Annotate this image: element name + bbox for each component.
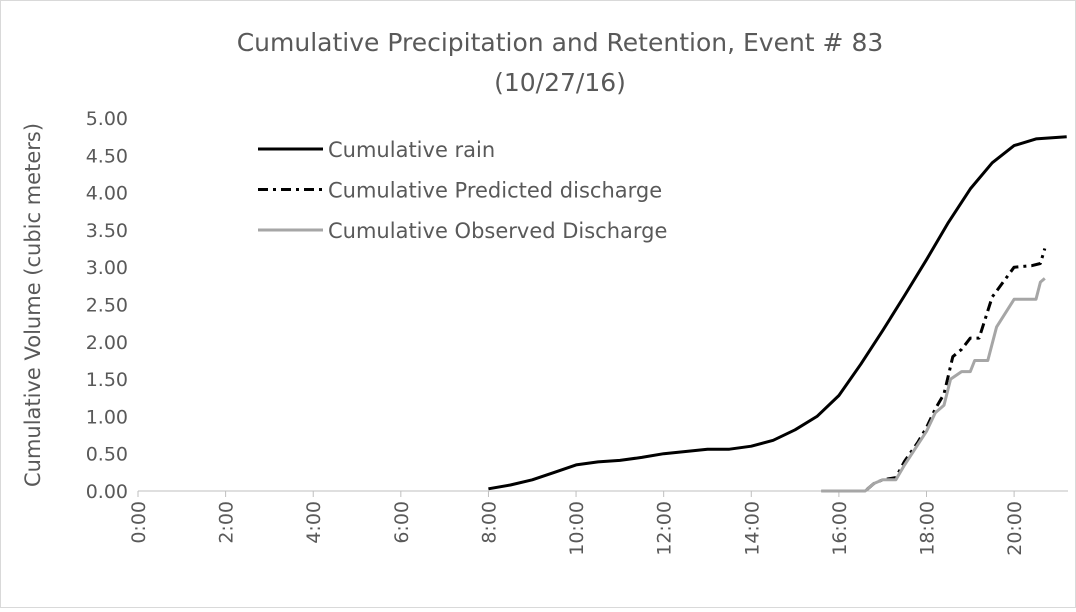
legend-label: Cumulative Predicted discharge <box>328 179 662 203</box>
x-tick-label: 14:00 <box>741 501 763 556</box>
y-tick-label: 2.00 <box>86 332 128 354</box>
x-tick-label: 4:00 <box>303 501 325 544</box>
chart-title: Cumulative Precipitation and Retention, … <box>237 28 884 57</box>
x-tick-label: 0:00 <box>128 501 150 544</box>
y-tick-label: 2.50 <box>86 295 128 317</box>
y-tick-label: 3.00 <box>86 257 128 279</box>
y-tick-label: 4.00 <box>86 183 128 205</box>
series-line <box>488 135 1067 491</box>
x-tick-label: 18:00 <box>917 501 939 556</box>
y-tick-label: 0.00 <box>86 481 128 503</box>
x-tick-label: 16:00 <box>829 501 851 556</box>
legend-label: Cumulative Observed Discharge <box>328 219 667 243</box>
y-tick-label: 3.50 <box>86 220 128 242</box>
x-tick-label: 12:00 <box>654 501 676 556</box>
x-tick-label: 8:00 <box>478 501 500 544</box>
chart-subtitle: (10/27/16) <box>494 68 626 97</box>
x-tick-label: 20:00 <box>1004 501 1026 556</box>
y-tick-label: 0.50 <box>86 444 128 466</box>
y-tick-label: 5.00 <box>86 108 128 130</box>
x-tick-label: 2:00 <box>216 501 238 544</box>
legend-label: Cumulative rain <box>328 138 495 162</box>
y-tick-label: 4.50 <box>86 145 128 167</box>
y-tick-label: 1.50 <box>86 369 128 391</box>
series-line <box>821 248 1047 493</box>
series-line <box>821 277 1046 493</box>
x-tick-label: 6:00 <box>391 501 413 544</box>
y-axis-label: Cumulative Volume (cubic meters) <box>21 123 45 487</box>
x-tick-label: 10:00 <box>566 501 588 556</box>
y-tick-label: 1.00 <box>86 406 128 428</box>
